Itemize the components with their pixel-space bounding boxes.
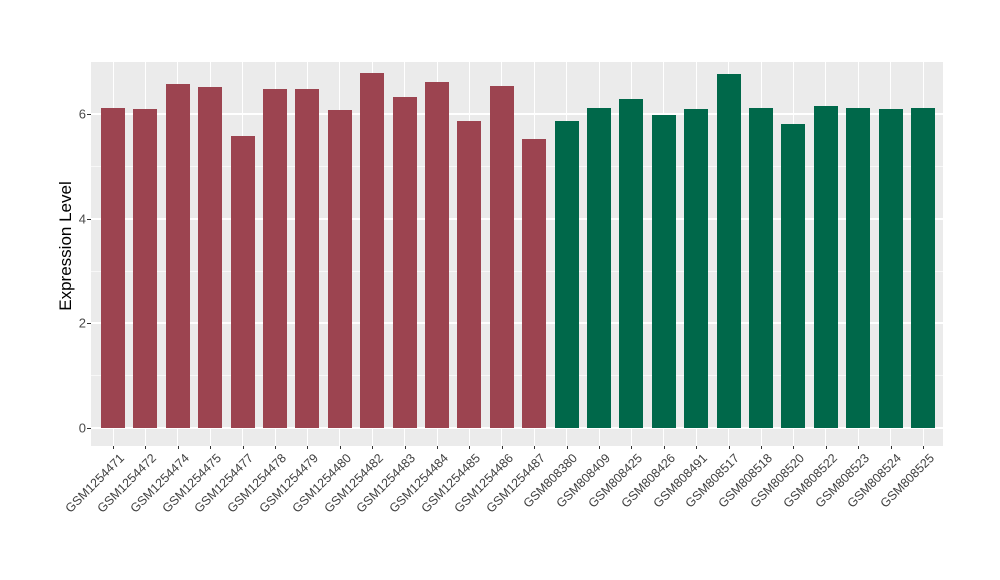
x-tick-GSM808425 — [631, 446, 633, 449]
x-tick-GSM808491 — [696, 446, 698, 449]
x-tick-GSM1254485 — [469, 446, 471, 449]
y-axis-title: Expression Level — [56, 181, 75, 311]
bar-GSM808426 — [651, 115, 676, 428]
x-tick-GSM1254471 — [113, 446, 114, 449]
gridline-major-y2 — [91, 322, 943, 325]
bar-GSM1254471 — [101, 108, 125, 428]
gridline-minor-y3 — [91, 270, 943, 272]
bar-GSM1254474 — [165, 84, 190, 428]
bar-GSM808409 — [587, 108, 611, 428]
gridline-major-y0 — [91, 427, 943, 429]
bar-GSM1254477 — [230, 136, 255, 428]
x-tick-GSM808522 — [825, 446, 827, 449]
x-tick-GSM1254478 — [275, 446, 276, 449]
x-tick-GSM1254484 — [437, 446, 438, 449]
bar-GSM808520 — [781, 124, 806, 428]
bar-GSM1254485 — [457, 121, 482, 428]
x-tick-GSM1254482 — [372, 446, 374, 449]
x-tick-GSM1254474 — [177, 446, 179, 449]
y-tick-mark-0 — [87, 428, 91, 429]
x-tick-GSM1254486 — [501, 446, 503, 449]
bar-GSM808525 — [911, 108, 935, 428]
y-tick-mark-6 — [87, 114, 91, 116]
bar-GSM808524 — [878, 109, 903, 428]
gridline-minor-y5 — [91, 165, 943, 167]
gridline-major-y6 — [91, 113, 943, 116]
y-tick-mark-2 — [87, 323, 91, 325]
bar-GSM808518 — [749, 108, 773, 428]
x-tick-GSM808409 — [599, 446, 600, 449]
x-tick-GSM808426 — [663, 446, 665, 449]
gridline-major-y4 — [91, 217, 943, 220]
y-tick-label-2: 2 — [78, 315, 86, 331]
x-tick-GSM1254479 — [307, 446, 309, 449]
x-tick-GSM1254472 — [145, 446, 147, 449]
y-tick-label-4: 4 — [78, 211, 86, 227]
x-tick-GSM1254487 — [534, 446, 536, 449]
x-tick-GSM808520 — [793, 446, 795, 449]
x-tick-GSM1254477 — [242, 446, 244, 449]
x-tick-GSM808518 — [761, 446, 762, 449]
bar-GSM808517 — [716, 74, 741, 428]
bar-GSM1254483 — [392, 97, 417, 428]
bar-GSM808523 — [846, 108, 871, 428]
y-tick-label-6: 6 — [78, 106, 86, 122]
bar-GSM1254484 — [425, 82, 449, 428]
x-tick-GSM808525 — [923, 446, 924, 449]
bar-GSM808522 — [813, 106, 838, 428]
gridline-minor-y1 — [91, 375, 943, 377]
bar-GSM1254486 — [489, 86, 514, 428]
bar-GSM808380 — [554, 121, 579, 428]
y-tick-mark-4 — [87, 218, 91, 220]
bar-GSM1254479 — [295, 89, 320, 428]
y-tick-label-0: 0 — [78, 420, 86, 436]
bar-GSM1254480 — [327, 110, 352, 428]
bar-GSM808425 — [619, 99, 644, 428]
x-tick-GSM1254475 — [210, 446, 212, 449]
bar-GSM1254475 — [198, 87, 223, 428]
plot-panel — [91, 62, 943, 446]
bar-GSM1254472 — [133, 109, 158, 428]
bar-GSM1254487 — [522, 139, 547, 428]
x-tick-GSM808380 — [566, 446, 568, 449]
bar-GSM1254478 — [263, 89, 287, 428]
x-tick-GSM808523 — [858, 446, 860, 449]
x-tick-GSM808517 — [728, 446, 730, 449]
x-tick-GSM1254480 — [339, 446, 341, 449]
bar-GSM808491 — [684, 109, 709, 428]
x-tick-GSM808524 — [890, 446, 892, 449]
bar-GSM1254482 — [360, 73, 385, 428]
x-tick-GSM1254483 — [404, 446, 406, 449]
